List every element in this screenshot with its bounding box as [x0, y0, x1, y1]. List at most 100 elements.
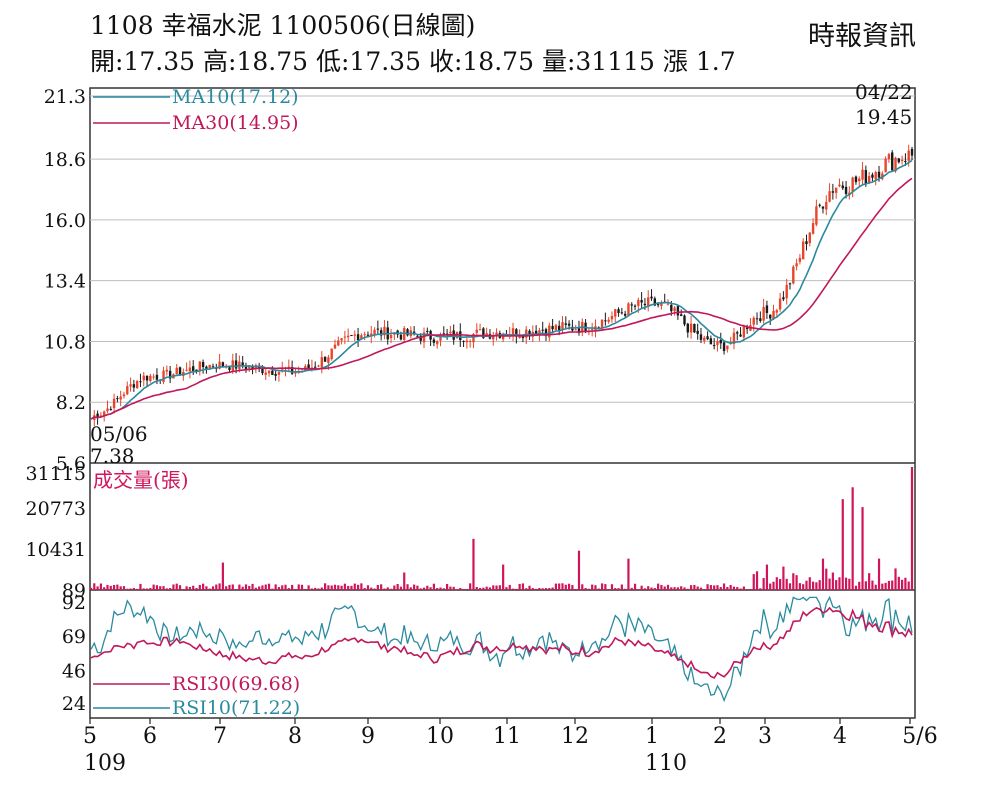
candle-body — [211, 366, 215, 368]
candle-body — [155, 374, 159, 380]
candle-body — [468, 341, 472, 343]
volume-bar — [389, 588, 393, 590]
candle-body — [752, 317, 755, 325]
candle-body — [801, 241, 805, 260]
chart-date: 1100506 — [269, 11, 381, 40]
candle-body — [627, 303, 630, 316]
candle-body — [145, 375, 149, 381]
volume-bar — [759, 588, 762, 590]
volume-bar — [802, 584, 805, 590]
volume-bar — [788, 583, 792, 590]
change-label: 漲 — [662, 47, 688, 76]
candle-body — [294, 372, 297, 374]
volume-bar — [713, 585, 716, 590]
x-month-label: 3 — [758, 724, 772, 749]
volume-bar — [838, 577, 841, 590]
volume-bar — [696, 586, 699, 590]
candle-body — [792, 266, 795, 284]
volume-bar — [429, 587, 432, 590]
volume-bar — [248, 585, 251, 590]
volume-bar — [169, 588, 172, 590]
volume-bar — [792, 573, 795, 590]
candle-body — [261, 368, 264, 374]
candle-body — [699, 334, 703, 340]
candle-body — [844, 186, 848, 194]
candle-body — [831, 191, 835, 193]
candle-body — [264, 372, 267, 375]
volume-bar — [591, 584, 594, 590]
x-month-label: 7 — [213, 724, 227, 749]
candle-body — [785, 284, 788, 299]
volume-bar — [535, 588, 538, 590]
volume-bar — [624, 588, 627, 590]
volume-bar — [307, 585, 310, 590]
price-y-tick-label: 18.6 — [44, 149, 86, 171]
x-month-label: 5 — [83, 724, 97, 749]
candle-body — [379, 330, 383, 336]
volume-bar — [175, 583, 178, 590]
rsi30-legend-label: RSI30(69.68) — [172, 673, 300, 695]
volume-bar — [699, 587, 703, 590]
volume-bar — [706, 584, 709, 590]
candle-body — [346, 335, 350, 338]
volume-bar — [393, 585, 396, 590]
volume-bar — [228, 584, 231, 590]
volume-bar — [488, 587, 492, 590]
volume-bar — [676, 587, 679, 590]
volume-bar — [264, 584, 267, 590]
volume-bar — [581, 584, 584, 590]
candle-body — [900, 159, 904, 161]
candle-body — [739, 334, 742, 337]
volume-bar — [703, 589, 706, 590]
candle-body — [782, 297, 785, 300]
volume-bar — [492, 585, 495, 590]
candle-body — [841, 185, 844, 189]
stock-code: 1108 — [90, 11, 154, 40]
high-annotation-value: 19.45 — [855, 105, 912, 129]
volume-bar — [234, 589, 238, 590]
rsi-y-tick-label: 46 — [62, 660, 86, 682]
candle-body — [867, 176, 871, 184]
candle-body — [778, 298, 782, 310]
volume-bar — [370, 587, 373, 590]
price-y-tick-label: 5.6 — [56, 453, 86, 475]
rsi10-legend-label: RSI10(71.22) — [172, 697, 300, 719]
candle-body — [403, 328, 406, 340]
open-value: 17.35 — [123, 47, 196, 76]
volume-bar — [416, 585, 419, 590]
volume-bar — [422, 587, 426, 590]
volume-bar — [350, 585, 353, 590]
volume-bar — [821, 558, 825, 590]
candle-body — [192, 366, 195, 372]
candle-body — [805, 241, 808, 245]
candle-body — [874, 172, 877, 180]
volume-bar — [818, 580, 821, 590]
candle-body — [521, 336, 525, 339]
candle-body — [290, 367, 294, 374]
volume-bar — [782, 566, 785, 590]
volume-bar — [178, 585, 182, 590]
close-label: 收 — [428, 47, 454, 76]
volume-bar — [670, 587, 673, 590]
volume-bar — [666, 584, 670, 590]
candle-body — [838, 184, 841, 187]
volume-bar — [119, 586, 122, 590]
volume-value: 31115 — [575, 47, 655, 76]
candle-body — [719, 340, 722, 344]
candle-body — [330, 348, 333, 360]
volume-bar — [277, 587, 281, 590]
x-month-label: 12 — [561, 724, 589, 749]
candle-body — [135, 380, 139, 389]
volume-bar — [610, 584, 614, 590]
candle-body — [432, 339, 436, 343]
volume-bar — [874, 584, 877, 590]
volume-bar — [172, 584, 175, 590]
volume-bar — [112, 585, 116, 590]
volume-bar — [498, 585, 501, 590]
candle-body — [650, 296, 653, 299]
volume-bar — [432, 583, 436, 590]
candle-body — [548, 325, 551, 338]
candle-body — [907, 150, 910, 161]
candle-body — [96, 413, 99, 419]
